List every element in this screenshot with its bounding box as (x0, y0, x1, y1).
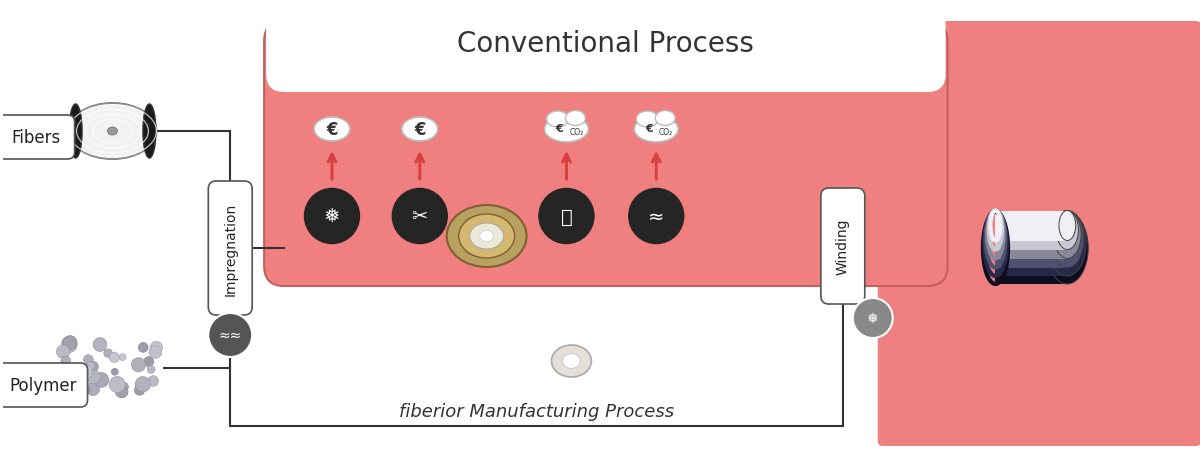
Ellipse shape (480, 231, 493, 242)
Circle shape (390, 187, 450, 247)
Text: ❅: ❅ (324, 207, 340, 226)
Ellipse shape (143, 105, 156, 159)
Circle shape (302, 187, 362, 247)
Circle shape (136, 377, 150, 392)
Bar (996, 211, 1067, 250)
Ellipse shape (1056, 211, 1079, 250)
Text: €: € (326, 121, 337, 139)
Text: Winding: Winding (836, 218, 850, 275)
Circle shape (115, 386, 128, 398)
FancyBboxPatch shape (264, 22, 948, 287)
Text: CO₂: CO₂ (659, 128, 673, 137)
Circle shape (84, 355, 94, 365)
Ellipse shape (1051, 211, 1084, 268)
Circle shape (138, 343, 148, 353)
Circle shape (62, 336, 77, 350)
Text: ⛴: ⛴ (560, 207, 572, 226)
Text: Fibers: Fibers (12, 129, 61, 147)
FancyBboxPatch shape (877, 22, 1200, 446)
Circle shape (109, 353, 120, 363)
Circle shape (58, 362, 68, 373)
Circle shape (144, 357, 154, 367)
Ellipse shape (1049, 211, 1086, 277)
Bar (286, 12, 926, 52)
Circle shape (88, 362, 98, 372)
Circle shape (536, 187, 596, 247)
Circle shape (142, 379, 150, 387)
Circle shape (149, 346, 162, 358)
Circle shape (132, 358, 145, 372)
Circle shape (94, 373, 109, 387)
Circle shape (86, 382, 100, 396)
Bar (996, 213, 1067, 284)
Text: €: € (414, 121, 426, 139)
Bar (996, 211, 1067, 259)
Circle shape (119, 382, 128, 392)
Circle shape (109, 377, 125, 393)
Ellipse shape (1046, 213, 1088, 284)
Circle shape (626, 187, 686, 247)
Text: CO₂: CO₂ (569, 128, 583, 137)
Text: €: € (646, 124, 653, 134)
Text: ✂: ✂ (412, 207, 428, 226)
Circle shape (68, 380, 74, 387)
Ellipse shape (635, 117, 678, 143)
Circle shape (112, 368, 118, 376)
Ellipse shape (108, 128, 118, 136)
Circle shape (56, 345, 70, 358)
Bar (996, 211, 1067, 277)
Text: ❅: ❅ (866, 311, 878, 325)
Ellipse shape (1054, 211, 1081, 259)
Text: Conventional Process: Conventional Process (457, 30, 755, 58)
Circle shape (86, 362, 95, 370)
Ellipse shape (552, 345, 592, 377)
Circle shape (209, 313, 252, 357)
Text: ≈: ≈ (648, 207, 665, 226)
Ellipse shape (565, 111, 586, 126)
Circle shape (148, 366, 155, 374)
Ellipse shape (469, 224, 504, 249)
Circle shape (853, 298, 893, 338)
FancyBboxPatch shape (0, 363, 88, 407)
Text: fiberior Manufacturing Process: fiberior Manufacturing Process (398, 402, 674, 420)
Ellipse shape (70, 105, 82, 159)
Ellipse shape (446, 206, 527, 268)
Circle shape (134, 385, 145, 396)
Circle shape (61, 357, 71, 366)
Ellipse shape (1058, 211, 1075, 241)
Circle shape (86, 370, 101, 384)
Text: Impregnation: Impregnation (223, 202, 238, 295)
Text: €: € (556, 124, 563, 134)
Circle shape (94, 338, 107, 352)
Ellipse shape (458, 215, 515, 258)
Bar (996, 211, 1067, 241)
Circle shape (150, 341, 162, 354)
Ellipse shape (546, 112, 569, 128)
Ellipse shape (402, 118, 438, 142)
Circle shape (78, 365, 92, 379)
Circle shape (74, 383, 82, 390)
Circle shape (71, 365, 78, 372)
Circle shape (67, 369, 83, 385)
Circle shape (104, 349, 113, 357)
Ellipse shape (636, 112, 659, 128)
FancyBboxPatch shape (209, 182, 252, 315)
Circle shape (61, 337, 77, 353)
Ellipse shape (563, 354, 581, 369)
Ellipse shape (655, 111, 676, 126)
Text: Polymer: Polymer (8, 376, 77, 394)
Ellipse shape (545, 117, 588, 143)
Circle shape (80, 386, 90, 395)
Bar (996, 211, 1067, 268)
Circle shape (119, 354, 126, 361)
FancyBboxPatch shape (821, 188, 865, 304)
Ellipse shape (68, 104, 156, 159)
FancyBboxPatch shape (266, 2, 946, 93)
Circle shape (148, 376, 158, 387)
FancyBboxPatch shape (0, 116, 74, 159)
Ellipse shape (314, 118, 350, 142)
Text: ≈≈: ≈≈ (218, 328, 242, 342)
